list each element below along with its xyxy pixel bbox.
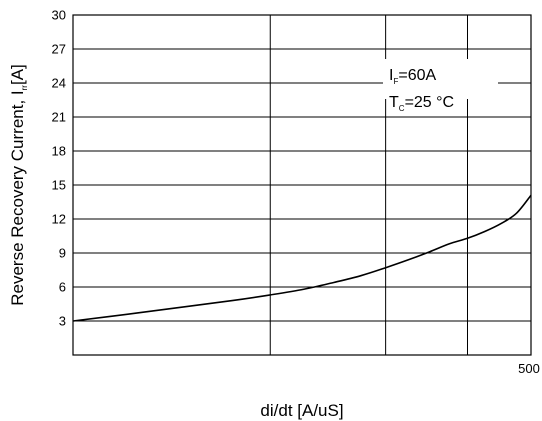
y-tick-label: 21 xyxy=(52,110,66,125)
x-axis-label: di/dt [A/uS] xyxy=(260,401,343,420)
y-axis-label: Reverse Recovery Current, Irr[A] xyxy=(8,64,29,306)
y-tick-label: 9 xyxy=(59,246,66,261)
y-tick-label: 30 xyxy=(52,8,66,23)
plot-frame xyxy=(72,14,532,356)
x-tick-label: 500 xyxy=(518,361,540,376)
annotation-box xyxy=(383,59,498,99)
y-tick-label: 27 xyxy=(52,42,66,57)
annotation-if: IF=60A xyxy=(389,67,436,86)
y-tick-label: 15 xyxy=(52,178,66,193)
y-tick-label: 6 xyxy=(59,280,66,295)
annotation-tc: TC=25 °C xyxy=(389,94,454,113)
y-tick-label: 24 xyxy=(52,76,66,91)
series-layer xyxy=(72,194,532,322)
y-tick-label: 3 xyxy=(59,314,66,329)
y-tick-label: 18 xyxy=(52,144,66,159)
x-tick-labels: 500 xyxy=(518,361,540,376)
y-tick-label: 12 xyxy=(52,212,66,227)
y-tick-labels: 3 6 9 12 15 18 21 24 27 30 xyxy=(52,8,66,329)
series-line-0 xyxy=(72,194,532,322)
